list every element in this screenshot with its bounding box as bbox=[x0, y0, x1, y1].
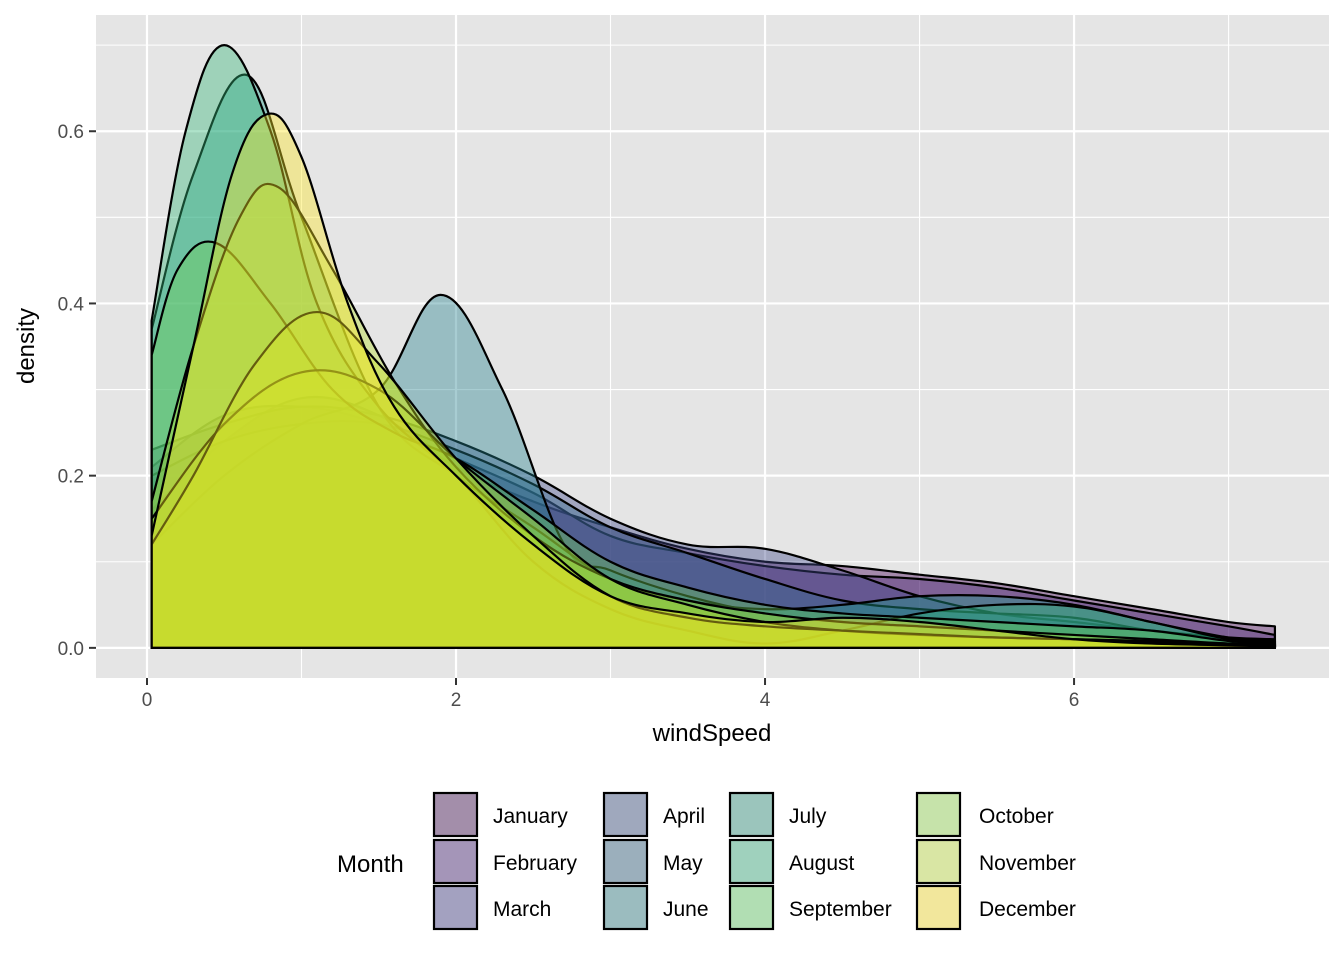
axes: 0 2 4 6 0.0 0.2 0.4 0.6 bbox=[58, 122, 1080, 711]
legend-key bbox=[432, 884, 479, 931]
x-axis-title: windSpeed bbox=[652, 720, 772, 747]
density-august bbox=[150, 240, 1277, 649]
legend-item-february: February bbox=[432, 838, 578, 885]
legend-label: February bbox=[493, 852, 578, 875]
legend: Month January February March April May June Ju… bbox=[337, 791, 1076, 931]
legend-item-january: January bbox=[432, 791, 568, 838]
legend-key bbox=[432, 838, 479, 885]
legend-key bbox=[915, 838, 962, 885]
legend-key bbox=[432, 791, 479, 838]
y-axis-title: density bbox=[13, 308, 40, 384]
legend-label: March bbox=[493, 898, 551, 921]
legend-item-june: June bbox=[602, 884, 709, 931]
legend-key bbox=[602, 838, 649, 885]
legend-label: September bbox=[789, 898, 892, 921]
legend-item-august: August bbox=[728, 838, 855, 885]
legend-label: May bbox=[663, 852, 703, 875]
legend-item-march: March bbox=[432, 884, 551, 931]
density-area-july bbox=[150, 44, 1277, 649]
density-area-april bbox=[150, 419, 1277, 649]
y-tick-label: 0.0 bbox=[58, 639, 84, 660]
density-december bbox=[150, 112, 1277, 649]
legend-item-april: April bbox=[602, 791, 705, 838]
density-series bbox=[150, 44, 1277, 649]
legend-item-september: September bbox=[728, 884, 892, 931]
legend-item-december: December bbox=[915, 884, 1076, 931]
legend-key bbox=[915, 884, 962, 931]
y-tick-label: 0.6 bbox=[58, 122, 84, 143]
density-july bbox=[150, 44, 1277, 649]
legend-key bbox=[602, 884, 649, 931]
y-tick-label: 0.4 bbox=[58, 294, 85, 315]
legend-label: August bbox=[789, 852, 855, 875]
legend-label: July bbox=[789, 805, 827, 828]
legend-key bbox=[728, 791, 775, 838]
legend-key bbox=[602, 791, 649, 838]
legend-item-november: November bbox=[915, 838, 1076, 885]
legend-title: Month bbox=[337, 851, 404, 878]
legend-label: January bbox=[493, 805, 568, 828]
legend-key bbox=[915, 791, 962, 838]
y-tick-label: 0.2 bbox=[58, 467, 84, 488]
legend-label: November bbox=[979, 852, 1076, 875]
density-march bbox=[150, 405, 1277, 649]
legend-label: April bbox=[663, 805, 705, 828]
density-area-december bbox=[150, 112, 1277, 649]
legend-label: December bbox=[979, 898, 1076, 921]
legend-label: October bbox=[979, 805, 1054, 828]
density-area-september bbox=[150, 182, 1277, 649]
legend-item-october: October bbox=[915, 791, 1054, 838]
legend-item-july: July bbox=[728, 791, 827, 838]
density-area-march bbox=[150, 405, 1277, 649]
x-tick-label: 2 bbox=[451, 690, 462, 711]
x-tick-label: 6 bbox=[1069, 690, 1080, 711]
legend-key bbox=[728, 884, 775, 931]
x-tick-label: 4 bbox=[760, 690, 771, 711]
density-area-august bbox=[150, 240, 1277, 649]
legend-item-may: May bbox=[602, 838, 703, 885]
x-tick-label: 0 bbox=[142, 690, 153, 711]
legend-label: June bbox=[663, 898, 709, 921]
density-april bbox=[150, 419, 1277, 649]
legend-key bbox=[728, 838, 775, 885]
density-february bbox=[150, 404, 1277, 649]
density-september bbox=[150, 182, 1277, 649]
density-area-february bbox=[150, 404, 1277, 649]
